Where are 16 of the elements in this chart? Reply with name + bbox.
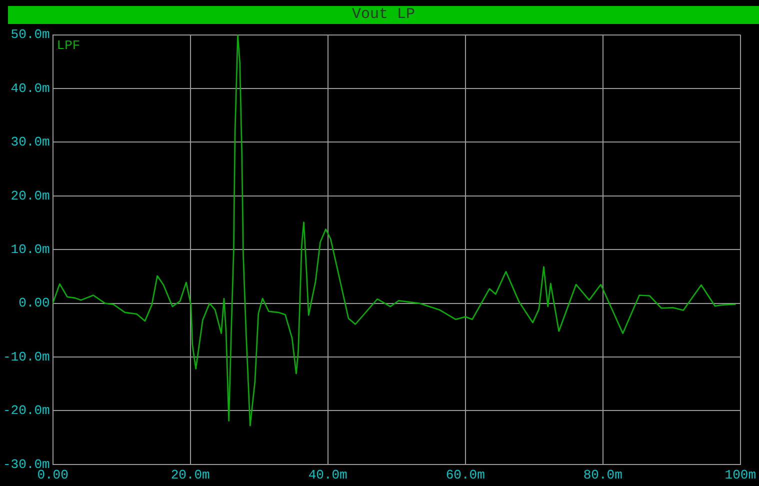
y-tick-label: 40.0m xyxy=(10,80,50,96)
y-tick-label: 30.0m xyxy=(10,134,50,150)
x-tick-label: 100m xyxy=(724,468,756,483)
y-tick-label: 20.0m xyxy=(10,188,50,204)
y-tick-label: -10.0m xyxy=(2,349,50,364)
y-tick-label: -20.0m xyxy=(2,403,50,418)
y-tick-label: 50.0m xyxy=(10,27,50,42)
x-tick-label: 60.0m xyxy=(446,468,486,483)
chart-title: Vout LP xyxy=(8,6,759,24)
y-tick-label: 10.0m xyxy=(10,242,50,258)
x-tick-label: 40.0m xyxy=(308,468,348,483)
y-tick-label: 0.00 xyxy=(18,296,50,311)
text: LPF xyxy=(56,38,80,53)
x-tick-label: 20.0m xyxy=(170,468,210,483)
x-tick-label: 0.00 xyxy=(37,468,68,483)
x-tick-label: 80.0m xyxy=(583,468,623,483)
